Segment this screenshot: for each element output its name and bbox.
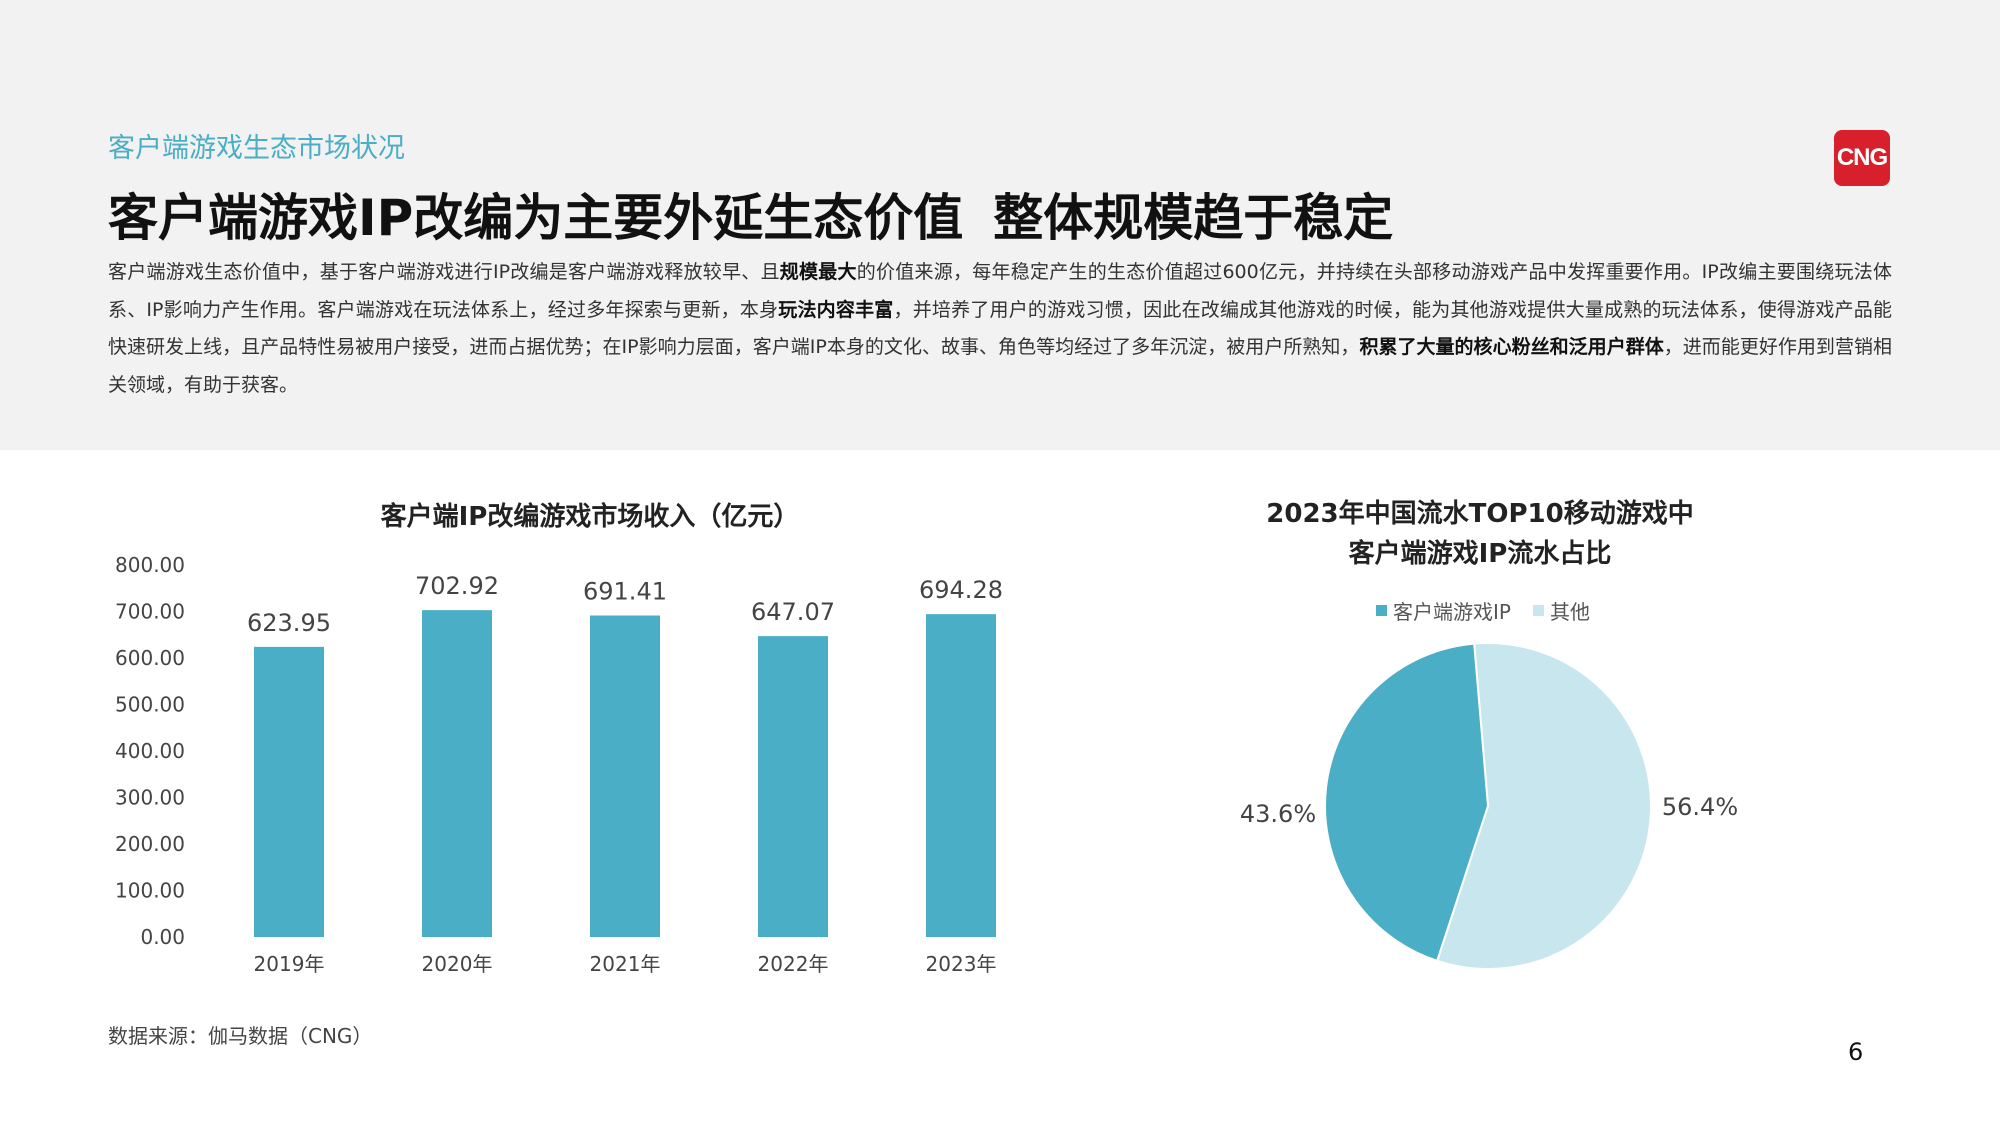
x-tick-label: 2023年: [926, 952, 997, 976]
legend-label: 其他: [1549, 599, 1590, 624]
pie-slice-客户端游戏IP: [1324, 642, 1490, 963]
intro-segment: ，进而能更好作用到营销相关领域，有助于获客。: [108, 336, 1892, 396]
intro-segment: 的价值来源，每年稳定产生的生态价值超过600亿元，并持续在头部移动游戏产品中发挥…: [108, 261, 1892, 321]
bar-2022年: [758, 636, 828, 937]
section-tag: 客户端游戏生态市场状况: [108, 133, 405, 164]
page-title-part1: 客户端游戏IP改编为主要外延生态价值: [108, 189, 964, 247]
intro-highlight: 规模最大: [779, 261, 857, 283]
y-tick-label: 200.00: [115, 832, 185, 856]
legend-item-client-ip: 客户端游戏IP: [1376, 596, 1511, 625]
bar-value-label: 691.41: [583, 577, 667, 605]
bar-chart-title: 客户端IP改编游戏市场收入（亿元）: [380, 502, 800, 532]
y-tick-label: 700.00: [115, 600, 185, 624]
pie-value-label: 43.6%: [1240, 800, 1316, 828]
y-tick-label: 100.00: [115, 879, 185, 903]
y-tick-label: 500.00: [115, 693, 185, 717]
legend-swatch-other: [1532, 604, 1544, 616]
intro-segment: 客户端游戏生态价值中，基于客户端游戏进行IP改编是客户端游戏释放较早、且: [108, 261, 780, 283]
x-tick-label: 2020年: [422, 952, 493, 976]
bar-value-label: 702.92: [415, 572, 499, 600]
pie-chart-title: 2023年中国流水TOP10移动游戏中 客户端游戏IP流水占比: [1140, 494, 1820, 574]
bar-2021年: [590, 615, 660, 937]
x-tick-label: 2021年: [590, 952, 661, 976]
pie-value-label: 56.4%: [1662, 793, 1738, 821]
bar-value-label: 694.28: [919, 576, 1003, 604]
y-tick-label: 300.00: [115, 786, 185, 810]
bar-value-label: 647.07: [751, 598, 835, 626]
y-tick-label: 400.00: [115, 739, 185, 763]
pie-slice-其他: [1435, 642, 1652, 970]
legend-swatch-client-ip: [1376, 604, 1387, 616]
intro-segment: ，并培养了用户的游戏习惯，因此在改编成其他游戏的时候，能为其他游戏提供大量成熟的…: [108, 298, 1892, 359]
page-title-part2: 整体规模趋于稳定: [993, 189, 1394, 247]
bar-value-label: 623.95: [247, 609, 331, 637]
pie-title-line2: 客户端游戏IP流水占比: [1348, 539, 1612, 569]
bar-2023年: [926, 614, 996, 937]
y-tick-label: 0.00: [140, 925, 185, 949]
y-tick-label: 600.00: [115, 646, 185, 670]
cng-logo: CNG: [1834, 130, 1890, 186]
data-source: 数据来源：伽马数据（CNG）: [108, 1024, 373, 1048]
intro-highlight: 玩法内容丰富: [778, 298, 894, 321]
legend-item-other: 其他: [1532, 596, 1590, 625]
pie-title-line1: 2023年中国流水TOP10移动游戏中: [1266, 499, 1694, 529]
pie-legend: 客户端游戏IP 其他: [1376, 595, 1612, 625]
x-tick-label: 2022年: [758, 952, 829, 976]
intro-highlight: 积累了大量的核心粉丝和泛用户群体: [1359, 336, 1664, 358]
bar-2019年: [254, 646, 324, 937]
page-title: 客户端游戏IP改编为主要外延生态价值 整体规模趋于稳定: [108, 178, 1393, 250]
y-tick-label: 800.00: [115, 553, 185, 577]
header-band: [0, 0, 2000, 450]
bar-2020年: [422, 610, 492, 937]
intro-paragraph: 客户端游戏生态价值中，基于客户端游戏进行IP改编是客户端游戏释放较早、且规模最大…: [108, 254, 1892, 404]
legend-label: 客户端游戏IP: [1393, 599, 1511, 624]
x-tick-label: 2019年: [254, 952, 325, 976]
page-number: 6: [1848, 1038, 1864, 1066]
